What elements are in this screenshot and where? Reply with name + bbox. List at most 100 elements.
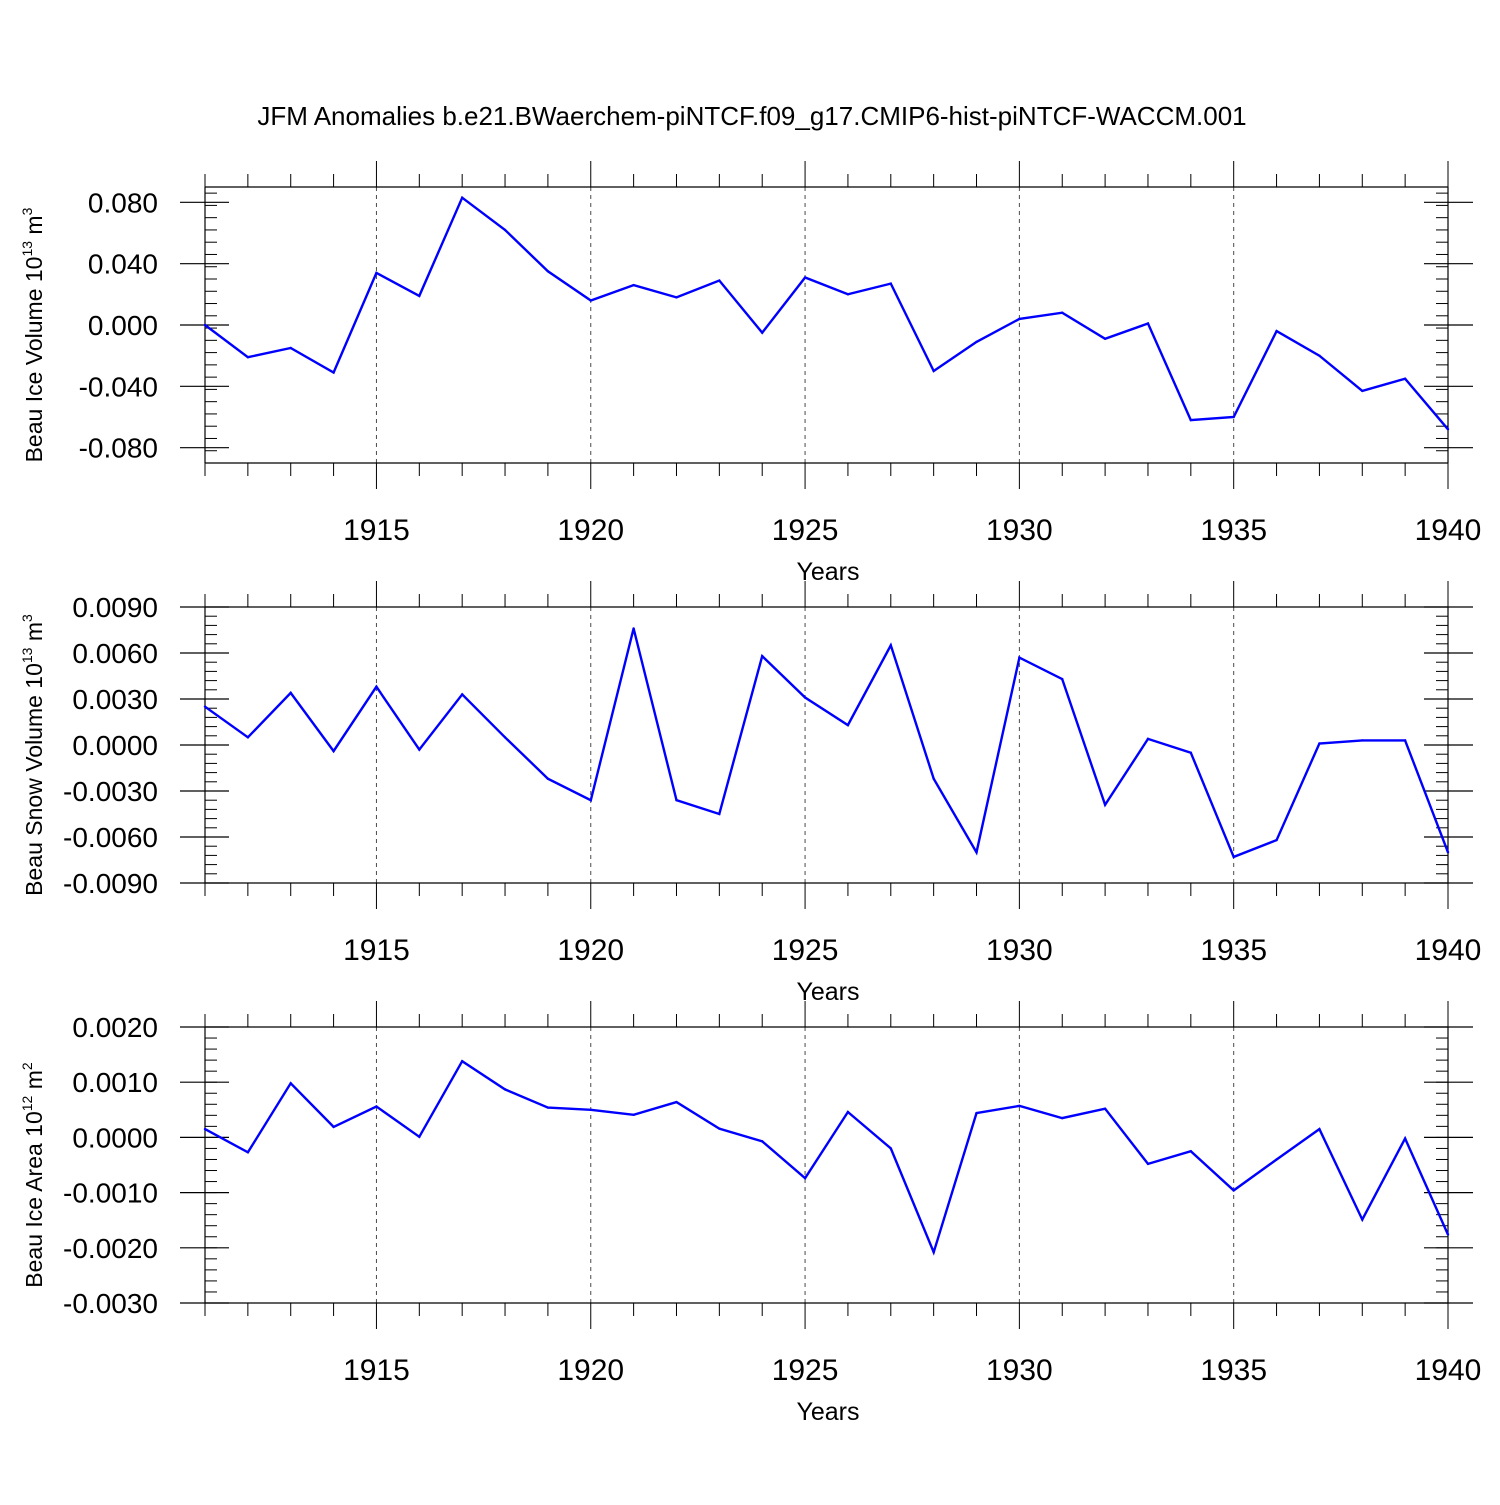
y-tick-label: -0.080 [79, 433, 158, 464]
data-point [289, 1082, 292, 1085]
y-tick-label: -0.0030 [63, 1288, 158, 1319]
x-tick-label: 1915 [343, 1354, 410, 1387]
y-tick-label: 0.0060 [72, 638, 158, 669]
data-point [332, 1125, 335, 1129]
data-point [589, 799, 592, 802]
data-point [1018, 656, 1021, 659]
data-point [932, 777, 935, 780]
data-point [589, 1108, 592, 1112]
data-point [846, 723, 850, 727]
data-point [546, 1106, 550, 1109]
data-point [546, 270, 550, 273]
data-point [503, 228, 507, 232]
data-point [1018, 1104, 1021, 1108]
data-point [718, 812, 721, 816]
data-point [418, 294, 421, 298]
x-tick-label: 1915 [343, 934, 410, 967]
y-tick-label: 0.0020 [72, 1012, 158, 1043]
data-point [503, 1088, 507, 1091]
data-point [1146, 737, 1150, 741]
data-point [1103, 337, 1107, 340]
y-label-main: Beau Snow Volume 10 [21, 663, 47, 896]
y-tick-label: 0.0010 [72, 1067, 158, 1098]
panel-1: 0.080 0.040 0.000 -0.040 -0.080 1915 1920 1925 1… [19, 161, 1481, 586]
data-point [632, 627, 635, 630]
data-point [1361, 1218, 1364, 1221]
data-point [975, 851, 978, 854]
data-point [418, 748, 421, 751]
data-point [1275, 329, 1278, 333]
data-point [1061, 1116, 1064, 1120]
data-point [1361, 739, 1364, 742]
data-point [1146, 1162, 1150, 1166]
series-line [204, 195, 1449, 431]
data-point [503, 736, 507, 739]
data-point [675, 799, 678, 802]
data-point [718, 1127, 721, 1130]
y-label-main: Beau Ice Volume 10 [21, 257, 47, 463]
data-point [975, 1111, 978, 1115]
data-point [761, 331, 764, 334]
data-point [1446, 851, 1450, 854]
x-tick-label: 1935 [1200, 514, 1267, 547]
data-point [1446, 428, 1450, 431]
x-axis-label: Years [796, 1398, 859, 1426]
x-tick-label: 1920 [557, 934, 624, 967]
y-tick-label: -0.0030 [63, 776, 158, 807]
data-point [1103, 803, 1107, 806]
data-point [1318, 354, 1321, 357]
data-point [889, 1147, 892, 1150]
chart-title: JFM Anomalies b.e21.BWaerchem-piNTCF.f09… [257, 101, 1246, 131]
data-point [332, 371, 335, 374]
y-axis-label: Beau Ice Area 1012 m2 [19, 1062, 47, 1288]
data-point [289, 691, 292, 695]
data-point [246, 736, 250, 739]
y-tick-label: -0.0010 [63, 1178, 158, 1209]
data-point [846, 293, 850, 296]
y-tick-label: -0.0090 [63, 868, 158, 899]
data-point [418, 1135, 421, 1139]
x-tick-label: 1920 [557, 514, 624, 547]
data-point [1232, 415, 1235, 419]
x-axis-label: Years [796, 978, 859, 1006]
data-point [718, 279, 721, 282]
data-point [1403, 1137, 1407, 1140]
panel-2: 0.0090 0.0060 0.0030 0.0000 -0.0030 -0.0060 -0… [19, 581, 1481, 1006]
x-tick-label: 1930 [986, 934, 1053, 967]
x-tick-label: 1925 [772, 514, 839, 547]
data-point [761, 1140, 764, 1143]
data-point [632, 283, 635, 287]
y-tick-label: -0.040 [79, 371, 158, 402]
y-tick-label: -0.0020 [63, 1233, 158, 1264]
data-point [889, 282, 892, 285]
y-tick-label: 0.0090 [72, 592, 158, 623]
x-tick-label: 1930 [986, 514, 1053, 547]
y-label-exp: 13 [19, 647, 35, 663]
data-point [375, 685, 378, 688]
y-label-main: Beau Ice Area 10 [21, 1111, 47, 1287]
data-point [1018, 317, 1021, 321]
y-tick-label: 0.080 [88, 187, 158, 218]
data-point [1189, 1150, 1193, 1153]
data-point [1275, 1158, 1278, 1161]
data-point [1403, 377, 1407, 380]
x-tick-label: 1940 [1415, 1354, 1482, 1387]
data-point [246, 1151, 250, 1154]
data-point [589, 299, 592, 302]
x-tick-label: 1920 [557, 1354, 624, 1387]
y-label-unit: m [21, 1070, 47, 1096]
data-point [1318, 1127, 1321, 1131]
data-point [289, 346, 292, 350]
panels: 0.080 0.040 0.000 -0.040 -0.080 1915 1920 1925 1… [19, 161, 1481, 1426]
data-point [1446, 1233, 1450, 1236]
data-point [1061, 677, 1064, 681]
y-axis-label: Beau Ice Volume 1013 m3 [19, 207, 47, 462]
data-point [1146, 322, 1150, 325]
y-tick-label: 0.040 [88, 249, 158, 280]
series-line [204, 628, 1450, 859]
data-point [203, 1127, 207, 1131]
y-tick-label: 0.0000 [72, 730, 158, 761]
series-line [204, 1059, 1450, 1256]
data-point [1232, 1189, 1235, 1192]
